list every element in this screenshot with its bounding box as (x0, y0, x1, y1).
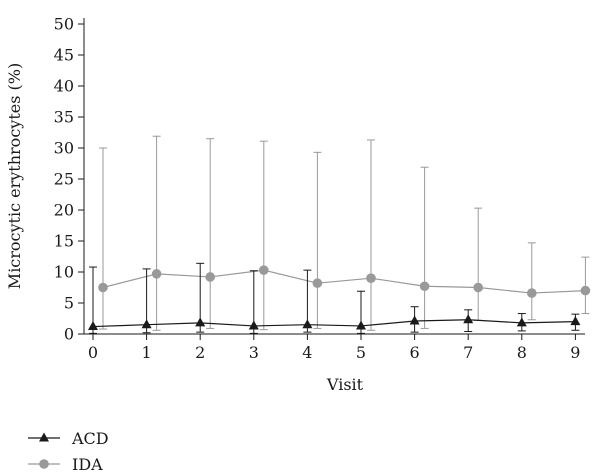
data-point-acd (570, 316, 581, 326)
x-tick-label: 1 (142, 343, 152, 362)
y-axis-label: Microcytic erythrocytes (%) (5, 63, 24, 289)
series-layer (88, 135, 591, 334)
data-point-acd (463, 314, 474, 324)
legend-label-ida: IDA (72, 455, 103, 473)
x-tick-label: 9 (570, 343, 580, 362)
x-tick-label: 2 (195, 343, 205, 362)
data-point-ida (527, 288, 537, 298)
data-point-acd (195, 317, 206, 327)
data-point-ida (259, 265, 269, 275)
y-tick-label: 40 (54, 77, 74, 96)
data-point-ida (419, 281, 430, 292)
y-tick-label: 45 (54, 46, 74, 65)
series-line-ida (102, 269, 586, 294)
y-ticks: 0 5 10 15 20 25 30 35 40 45 50 (54, 15, 84, 344)
y-tick-label: 10 (54, 263, 74, 282)
data-point-ida (151, 269, 162, 279)
x-tick-label: 3 (249, 343, 259, 362)
data-point-ida (205, 272, 215, 282)
y-tick-label: 50 (54, 15, 74, 34)
data-point-acd (516, 317, 527, 327)
x-tick-label: 4 (302, 343, 312, 362)
data-point-ida (366, 273, 376, 284)
legend-label-acd: ACD (71, 429, 109, 448)
y-tick-label: 30 (54, 139, 74, 158)
x-tick-label: 0 (88, 343, 98, 362)
data-point-ida (98, 282, 108, 293)
circle-marker-icon (39, 459, 49, 469)
data-point-ida (473, 282, 484, 293)
axes (83, 18, 585, 335)
x-axis-label: Visit (326, 375, 364, 394)
data-point-acd (141, 319, 152, 329)
data-point-acd (248, 320, 259, 330)
series-acd (88, 262, 581, 334)
y-tick-label: 35 (54, 108, 74, 127)
series-line-acd (92, 319, 576, 328)
legend-item-ida: IDA (28, 455, 103, 473)
x-tick-label: 5 (356, 343, 366, 362)
data-point-acd (88, 321, 98, 331)
data-point-acd (409, 315, 420, 325)
series-ida (98, 135, 591, 331)
y-tick-label: 15 (54, 232, 74, 251)
legend: ACD IDA (28, 429, 109, 473)
data-point-acd (302, 319, 313, 329)
y-tick-label: 5 (64, 294, 74, 313)
x-tick-label: 6 (410, 343, 420, 362)
triangle-marker-icon (39, 432, 49, 442)
y-tick-label: 25 (54, 170, 74, 189)
data-point-ida (312, 278, 323, 288)
x-ticks: 0 1 2 3 4 5 6 7 8 9 (88, 334, 580, 362)
legend-item-acd: ACD (28, 429, 109, 448)
x-tick-label: 8 (517, 343, 527, 362)
x-tick-label: 7 (463, 343, 473, 362)
y-tick-label: 20 (54, 201, 74, 220)
y-tick-label: 0 (64, 325, 74, 344)
data-point-ida (580, 285, 591, 296)
data-point-acd (356, 320, 366, 330)
